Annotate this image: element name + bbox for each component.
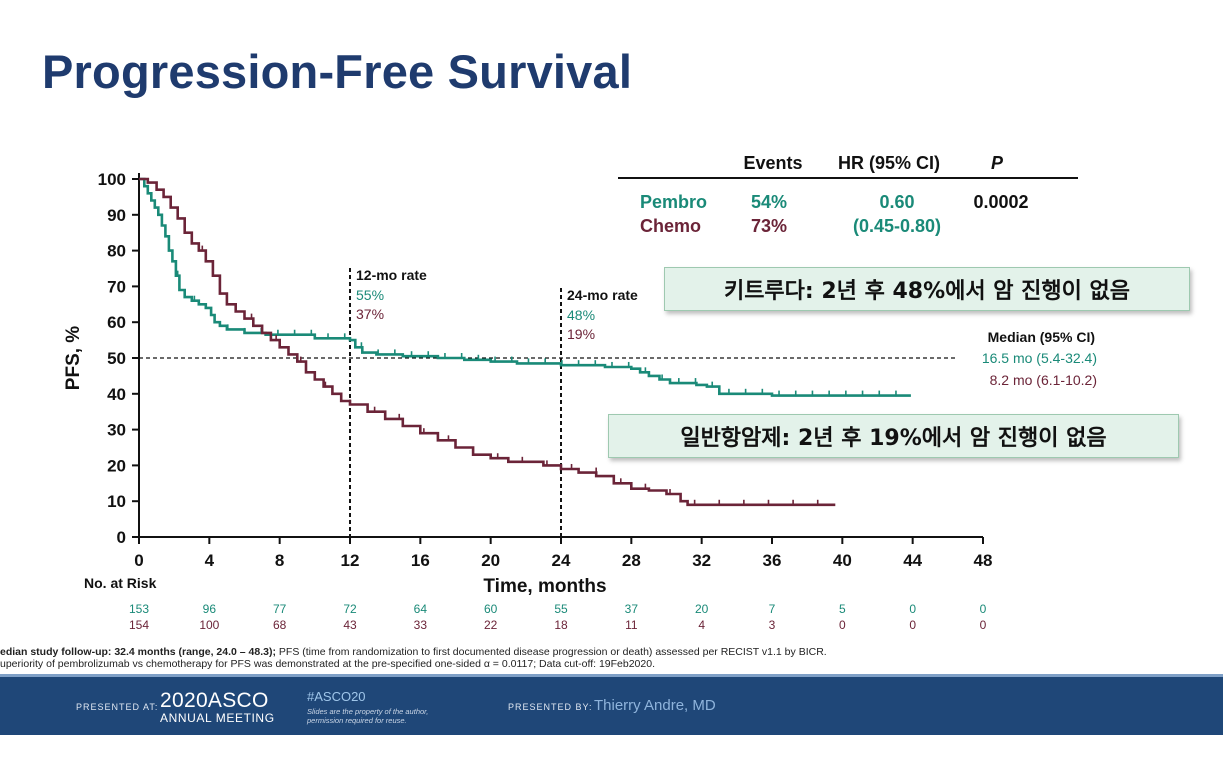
stats-p-value: 0.0002	[973, 192, 1028, 212]
stats-arm-label: Chemo	[640, 216, 701, 236]
at-risk-pembro: 96	[203, 602, 217, 616]
asco-logo-subtitle: ANNUAL MEETING	[160, 711, 275, 725]
x-tick-label: 48	[974, 551, 993, 570]
at-risk-pembro: 7	[769, 602, 776, 616]
stats-hr: (0.45-0.80)	[853, 216, 941, 236]
x-tick-label: 12	[341, 551, 360, 570]
x-tick-label: 24	[552, 551, 571, 570]
median-pembro: 16.5 mo (5.4-32.4)	[982, 350, 1097, 366]
at-risk-pembro: 37	[625, 602, 639, 616]
y-tick-label: 40	[107, 385, 126, 404]
y-tick-label: 30	[107, 421, 126, 440]
y-tick-label: 10	[107, 492, 126, 511]
landmark-pembro-rate: 48%	[567, 307, 595, 323]
presenter-name: Thierry Andre, MD	[594, 697, 716, 714]
at-risk-chemo: 0	[909, 618, 916, 632]
page-title: Progression-Free Survival	[42, 45, 633, 98]
at-risk-pembro: 64	[414, 602, 428, 616]
asco-logo: 2020ASCO ANNUAL MEETING	[160, 689, 275, 725]
y-tick-label: 60	[107, 313, 126, 332]
hashtag: #ASCO20	[307, 689, 366, 704]
y-tick-label: 100	[98, 170, 126, 189]
at-risk-chemo: 0	[980, 618, 987, 632]
landmark-label: 24-mo rate	[567, 287, 638, 303]
y-tick-label: 20	[107, 456, 126, 475]
curve-chemo	[139, 177, 836, 507]
footnote-line-2: uperiority of pembrolizumab vs chemother…	[0, 658, 655, 670]
x-axis-title: Time, months	[483, 576, 606, 597]
at-risk-pembro: 20	[695, 602, 709, 616]
median-chemo: 8.2 mo (6.1-10.2)	[990, 372, 1097, 388]
curve-pembro	[139, 177, 911, 397]
stats-events: 54%	[751, 192, 787, 212]
at-risk-chemo: 68	[273, 618, 287, 632]
at-risk-pembro: 60	[484, 602, 498, 616]
at-risk-chemo: 22	[484, 618, 498, 632]
x-tick-label: 8	[275, 551, 284, 570]
at-risk-chemo: 154	[129, 618, 149, 632]
x-tick-label: 28	[622, 551, 641, 570]
at-risk-chemo: 18	[554, 618, 568, 632]
x-tick-label: 40	[833, 551, 852, 570]
y-axis-title: PFS, %	[63, 326, 84, 391]
stats-arm-label: Pembro	[640, 192, 707, 212]
at-risk-chemo: 43	[343, 618, 357, 632]
at-risk-pembro: 72	[343, 602, 357, 616]
landmark-chemo-rate: 19%	[567, 326, 595, 342]
at-risk-pembro: 55	[554, 602, 568, 616]
disclaimer: Slides are the property of the author, p…	[307, 707, 429, 725]
y-tick-label: 50	[107, 349, 126, 368]
landmark-pembro-rate: 55%	[356, 287, 384, 303]
median-header: Median (95% CI)	[988, 329, 1095, 345]
callout-chemo: 일반항암제: 2년 후 19%에서 암 진행이 없음	[608, 414, 1179, 458]
stats-header-events: Events	[743, 153, 802, 173]
stats-events: 73%	[751, 216, 787, 236]
at-risk-chemo: 0	[839, 618, 846, 632]
x-tick-label: 32	[692, 551, 711, 570]
footnote-line-1: edian study follow-up: 32.4 months (rang…	[0, 646, 1223, 658]
x-tick-label: 20	[481, 551, 500, 570]
asco-logo-title: 2020ASCO	[160, 689, 269, 712]
at-risk-pembro: 153	[129, 602, 149, 616]
footer-bar: PRESENTED AT: 2020ASCO ANNUAL MEETING #A…	[0, 674, 1223, 735]
x-tick-label: 36	[763, 551, 782, 570]
landmark-label: 12-mo rate	[356, 267, 427, 283]
at-risk-label: No. at Risk	[84, 575, 157, 591]
at-risk-pembro: 0	[909, 602, 916, 616]
stats-header-p: P	[991, 153, 1004, 173]
y-tick-label: 0	[117, 528, 126, 547]
presented-at-label: PRESENTED AT:	[76, 702, 159, 712]
x-tick-label: 16	[411, 551, 430, 570]
callout-pembro-text: 키트루다: 2년 후 48%에서 암 진행이 없음	[723, 279, 1131, 304]
landmark-chemo-rate: 37%	[356, 306, 384, 322]
presented-by-label: PRESENTED BY:	[508, 702, 593, 712]
x-tick-label: 44	[903, 551, 922, 570]
callout-pembro: 키트루다: 2년 후 48%에서 암 진행이 없음	[664, 267, 1190, 311]
y-tick-label: 80	[107, 242, 126, 261]
at-risk-chemo: 33	[414, 618, 428, 632]
footnote: edian study follow-up: 32.4 months (rang…	[0, 646, 1223, 670]
x-tick-label: 4	[205, 551, 215, 570]
curve-layer	[139, 177, 911, 507]
at-risk-pembro: 0	[980, 602, 987, 616]
at-risk-chemo: 3	[769, 618, 776, 632]
at-risk-chemo: 4	[698, 618, 705, 632]
x-tick-label: 0	[134, 551, 143, 570]
footnote-line-1-rest: PFS (time from randomization to first do…	[275, 646, 827, 658]
y-tick-label: 70	[107, 277, 126, 296]
callout-chemo-text: 일반항암제: 2년 후 19%에서 암 진행이 없음	[680, 426, 1107, 451]
stats-header-hr: HR (95% CI)	[838, 153, 940, 173]
at-risk-pembro: 77	[273, 602, 287, 616]
footnote-line-1-bold: edian study follow-up: 32.4 months (rang…	[0, 646, 276, 658]
at-risk-pembro: 5	[839, 602, 846, 616]
stats-hr: 0.60	[879, 192, 914, 212]
at-risk-chemo: 100	[199, 618, 219, 632]
y-tick-label: 90	[107, 206, 126, 225]
at-risk-chemo: 11	[625, 618, 638, 632]
